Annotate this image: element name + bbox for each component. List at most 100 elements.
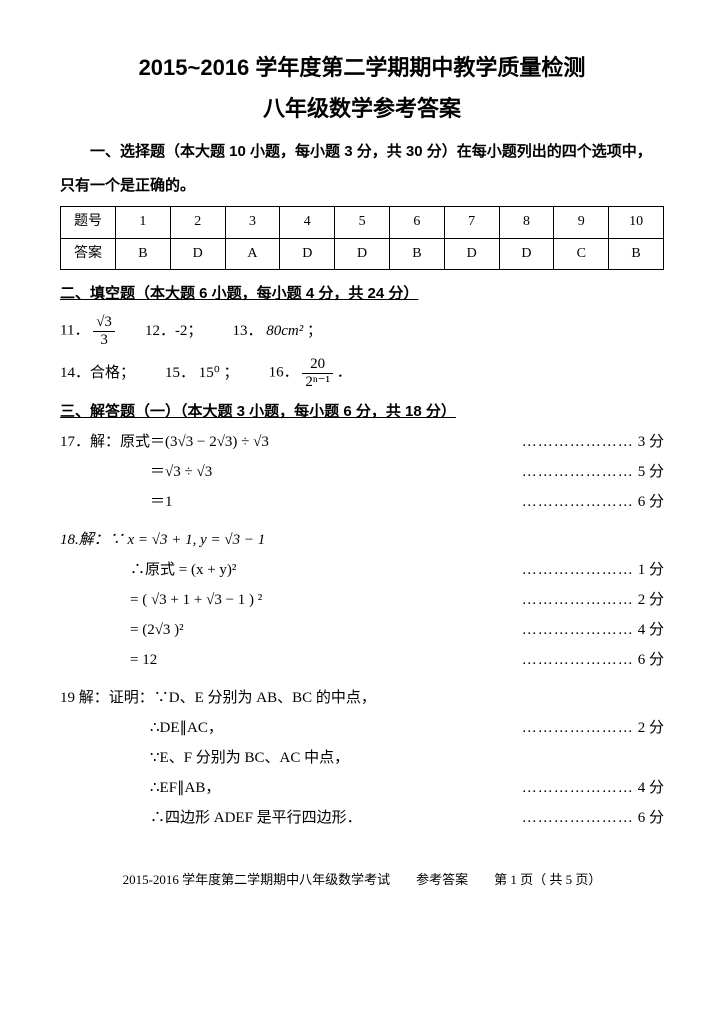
q11-fraction: √3 3	[93, 314, 115, 348]
dots: …………………	[223, 716, 638, 740]
q17-line1: 17．解：原式＝(3√3 − 2√3) ÷ √3 ………………… 3 分	[60, 430, 664, 454]
page-title-line1: 2015~2016 学年度第二学期期中教学质量检测	[60, 50, 664, 85]
table-cell: D	[170, 238, 225, 269]
q17-pts3: 6 分	[638, 490, 664, 514]
q17-line2: ＝√3 ÷ √3 ………………… 5 分	[60, 460, 664, 484]
q18-step4: = 12	[130, 648, 157, 672]
table-cell: D	[280, 238, 335, 269]
section1-heading-b: 只有一个是正确的。	[60, 174, 664, 198]
table-cell: 9	[554, 207, 609, 238]
q18-line2: = ( √3 + 1 + √3 − 1 ) ² ………………… 2 分	[60, 588, 664, 612]
q19-pts3: 4 分	[638, 776, 664, 800]
q18-pts3: 4 分	[638, 618, 664, 642]
dots: …………………	[236, 558, 637, 582]
table-row: 题号 1 2 3 4 5 6 7 8 9 10	[61, 207, 664, 238]
q15-value: 15⁰	[199, 365, 220, 381]
q17-pts1: 3 分	[638, 430, 664, 454]
table-row: 答案 B D A D D B D D C B	[61, 238, 664, 269]
q11-numerator: √3	[93, 314, 115, 332]
q15-label: 15．	[165, 365, 195, 381]
table-cell: C	[554, 238, 609, 269]
q19-pts1: 2 分	[638, 716, 664, 740]
table-cell: B	[116, 238, 171, 269]
q17-step3: ＝1	[150, 490, 173, 514]
q13: 13． 80cm² ；	[232, 319, 322, 343]
table-cell: D	[444, 238, 499, 269]
q18-line1: ∴原式 = (x + y)² ………………… 1 分	[60, 558, 664, 582]
table-cell: 7	[444, 207, 499, 238]
q19-line4: ∴四边形 ADEF 是平行四边形． ………………… 6 分	[60, 806, 664, 830]
fill-row-2: 14．合格； 15． 15⁰ ； 16． 20 2ⁿ⁻¹ ．	[60, 356, 664, 390]
section1-heading-a: 一、选择题（本大题 10 小题，每小题 3 分，共 30 分）在每小题列出的四个…	[60, 140, 664, 164]
q16-fraction: 20 2ⁿ⁻¹	[302, 356, 333, 390]
section3-heading: 三、解答题（一）（本大题 3 小题，每小题 6 分，共 18 分）	[60, 400, 664, 424]
q18-head-text: 18.解：∵ x = √3 + 1, y = √3 − 1	[60, 528, 265, 552]
table-header-label: 题号	[61, 207, 116, 238]
page-title-line2: 八年级数学参考答案	[60, 91, 664, 126]
q18-step2: = ( √3 + 1 + √3 − 1 ) ²	[130, 588, 262, 612]
table-cell: 6	[389, 207, 444, 238]
choice-answer-table: 题号 1 2 3 4 5 6 7 8 9 10 答案 B D A D D B D…	[60, 206, 664, 270]
q16-numerator: 20	[302, 356, 333, 374]
q11-label: 11．	[60, 323, 89, 339]
q16: 16． 20 2ⁿ⁻¹ ．	[269, 356, 352, 390]
fill-row-1: 11． √3 3 12．-2； 13． 80cm² ；	[60, 314, 664, 348]
table-cell: D	[335, 238, 390, 269]
dots: …………………	[220, 776, 637, 800]
table-cell: D	[499, 238, 554, 269]
q19-step2: ∵E、F 分别为 BC、AC 中点，	[150, 746, 349, 770]
q19-line1: ∴DE∥AC， ………………… 2 分	[60, 716, 664, 740]
table-cell: 3	[225, 207, 280, 238]
table-header-label: 答案	[61, 238, 116, 269]
q16-suffix: ．	[337, 365, 352, 381]
q19-step3: ∴EF∥AB，	[150, 776, 220, 800]
q17-head: 17．解：原式＝(3√3 − 2√3) ÷ √3	[60, 430, 269, 454]
q19-line2: ∵E、F 分别为 BC、AC 中点，	[60, 746, 664, 770]
q15-suffix: ；	[224, 365, 239, 381]
q17-step2: ＝√3 ÷ √3	[150, 460, 212, 484]
dots: …………………	[157, 648, 638, 672]
q13-suffix: ；	[307, 323, 322, 339]
q18-line3: = (2√3 )² ………………… 4 分	[60, 618, 664, 642]
q18-step3: = (2√3 )²	[130, 618, 184, 642]
dots: …………………	[184, 618, 638, 642]
page-footer: 2015-2016 学年度第二学期期中八年级数学考试 参考答案 第 1 页（ 共…	[60, 870, 664, 891]
q18-line4: = 12 ………………… 6 分	[60, 648, 664, 672]
table-cell: 8	[499, 207, 554, 238]
q19-step4: ∴四边形 ADEF 是平行四边形．	[150, 806, 362, 830]
dots: …………………	[173, 490, 638, 514]
table-cell: 5	[335, 207, 390, 238]
q18-pts1: 1 分	[638, 558, 664, 582]
q16-denominator: 2ⁿ⁻¹	[302, 374, 333, 391]
table-cell: B	[609, 238, 664, 269]
q19-head: 19 解：证明：∵D、E 分别为 AB、BC 的中点，	[60, 686, 664, 710]
table-cell: 10	[609, 207, 664, 238]
table-cell: A	[225, 238, 280, 269]
dots: …………………	[262, 588, 637, 612]
q18-step1: ∴原式 = (x + y)²	[130, 558, 236, 582]
q11-denominator: 3	[93, 332, 115, 349]
q17-pts2: 5 分	[638, 460, 664, 484]
q19-head-text: 19 解：证明：∵D、E 分别为 AB、BC 的中点，	[60, 686, 376, 710]
q13-label: 13．	[232, 323, 262, 339]
table-cell: 2	[170, 207, 225, 238]
q19-step1: ∴DE∥AC，	[150, 716, 223, 740]
q18-pts2: 2 分	[638, 588, 664, 612]
q17-line3: ＝1 ………………… 6 分	[60, 490, 664, 514]
q18-head: 18.解：∵ x = √3 + 1, y = √3 − 1	[60, 528, 664, 552]
q11: 11． √3 3	[60, 314, 115, 348]
q16-label: 16．	[269, 365, 299, 381]
q12: 12．-2；	[145, 319, 203, 343]
q13-value: 80cm²	[266, 323, 303, 339]
section2-heading: 二、填空题（本大题 6 小题，每小题 4 分，共 24 分）	[60, 282, 664, 306]
dots: …………………	[269, 430, 638, 454]
dots: …………………	[362, 806, 638, 830]
table-cell: 1	[116, 207, 171, 238]
q19-line3: ∴EF∥AB， ………………… 4 分	[60, 776, 664, 800]
table-cell: 4	[280, 207, 335, 238]
q15: 15． 15⁰ ；	[165, 361, 239, 385]
dots: …………………	[212, 460, 638, 484]
q18-pts4: 6 分	[638, 648, 664, 672]
q19-pts4: 6 分	[638, 806, 664, 830]
table-cell: B	[389, 238, 444, 269]
